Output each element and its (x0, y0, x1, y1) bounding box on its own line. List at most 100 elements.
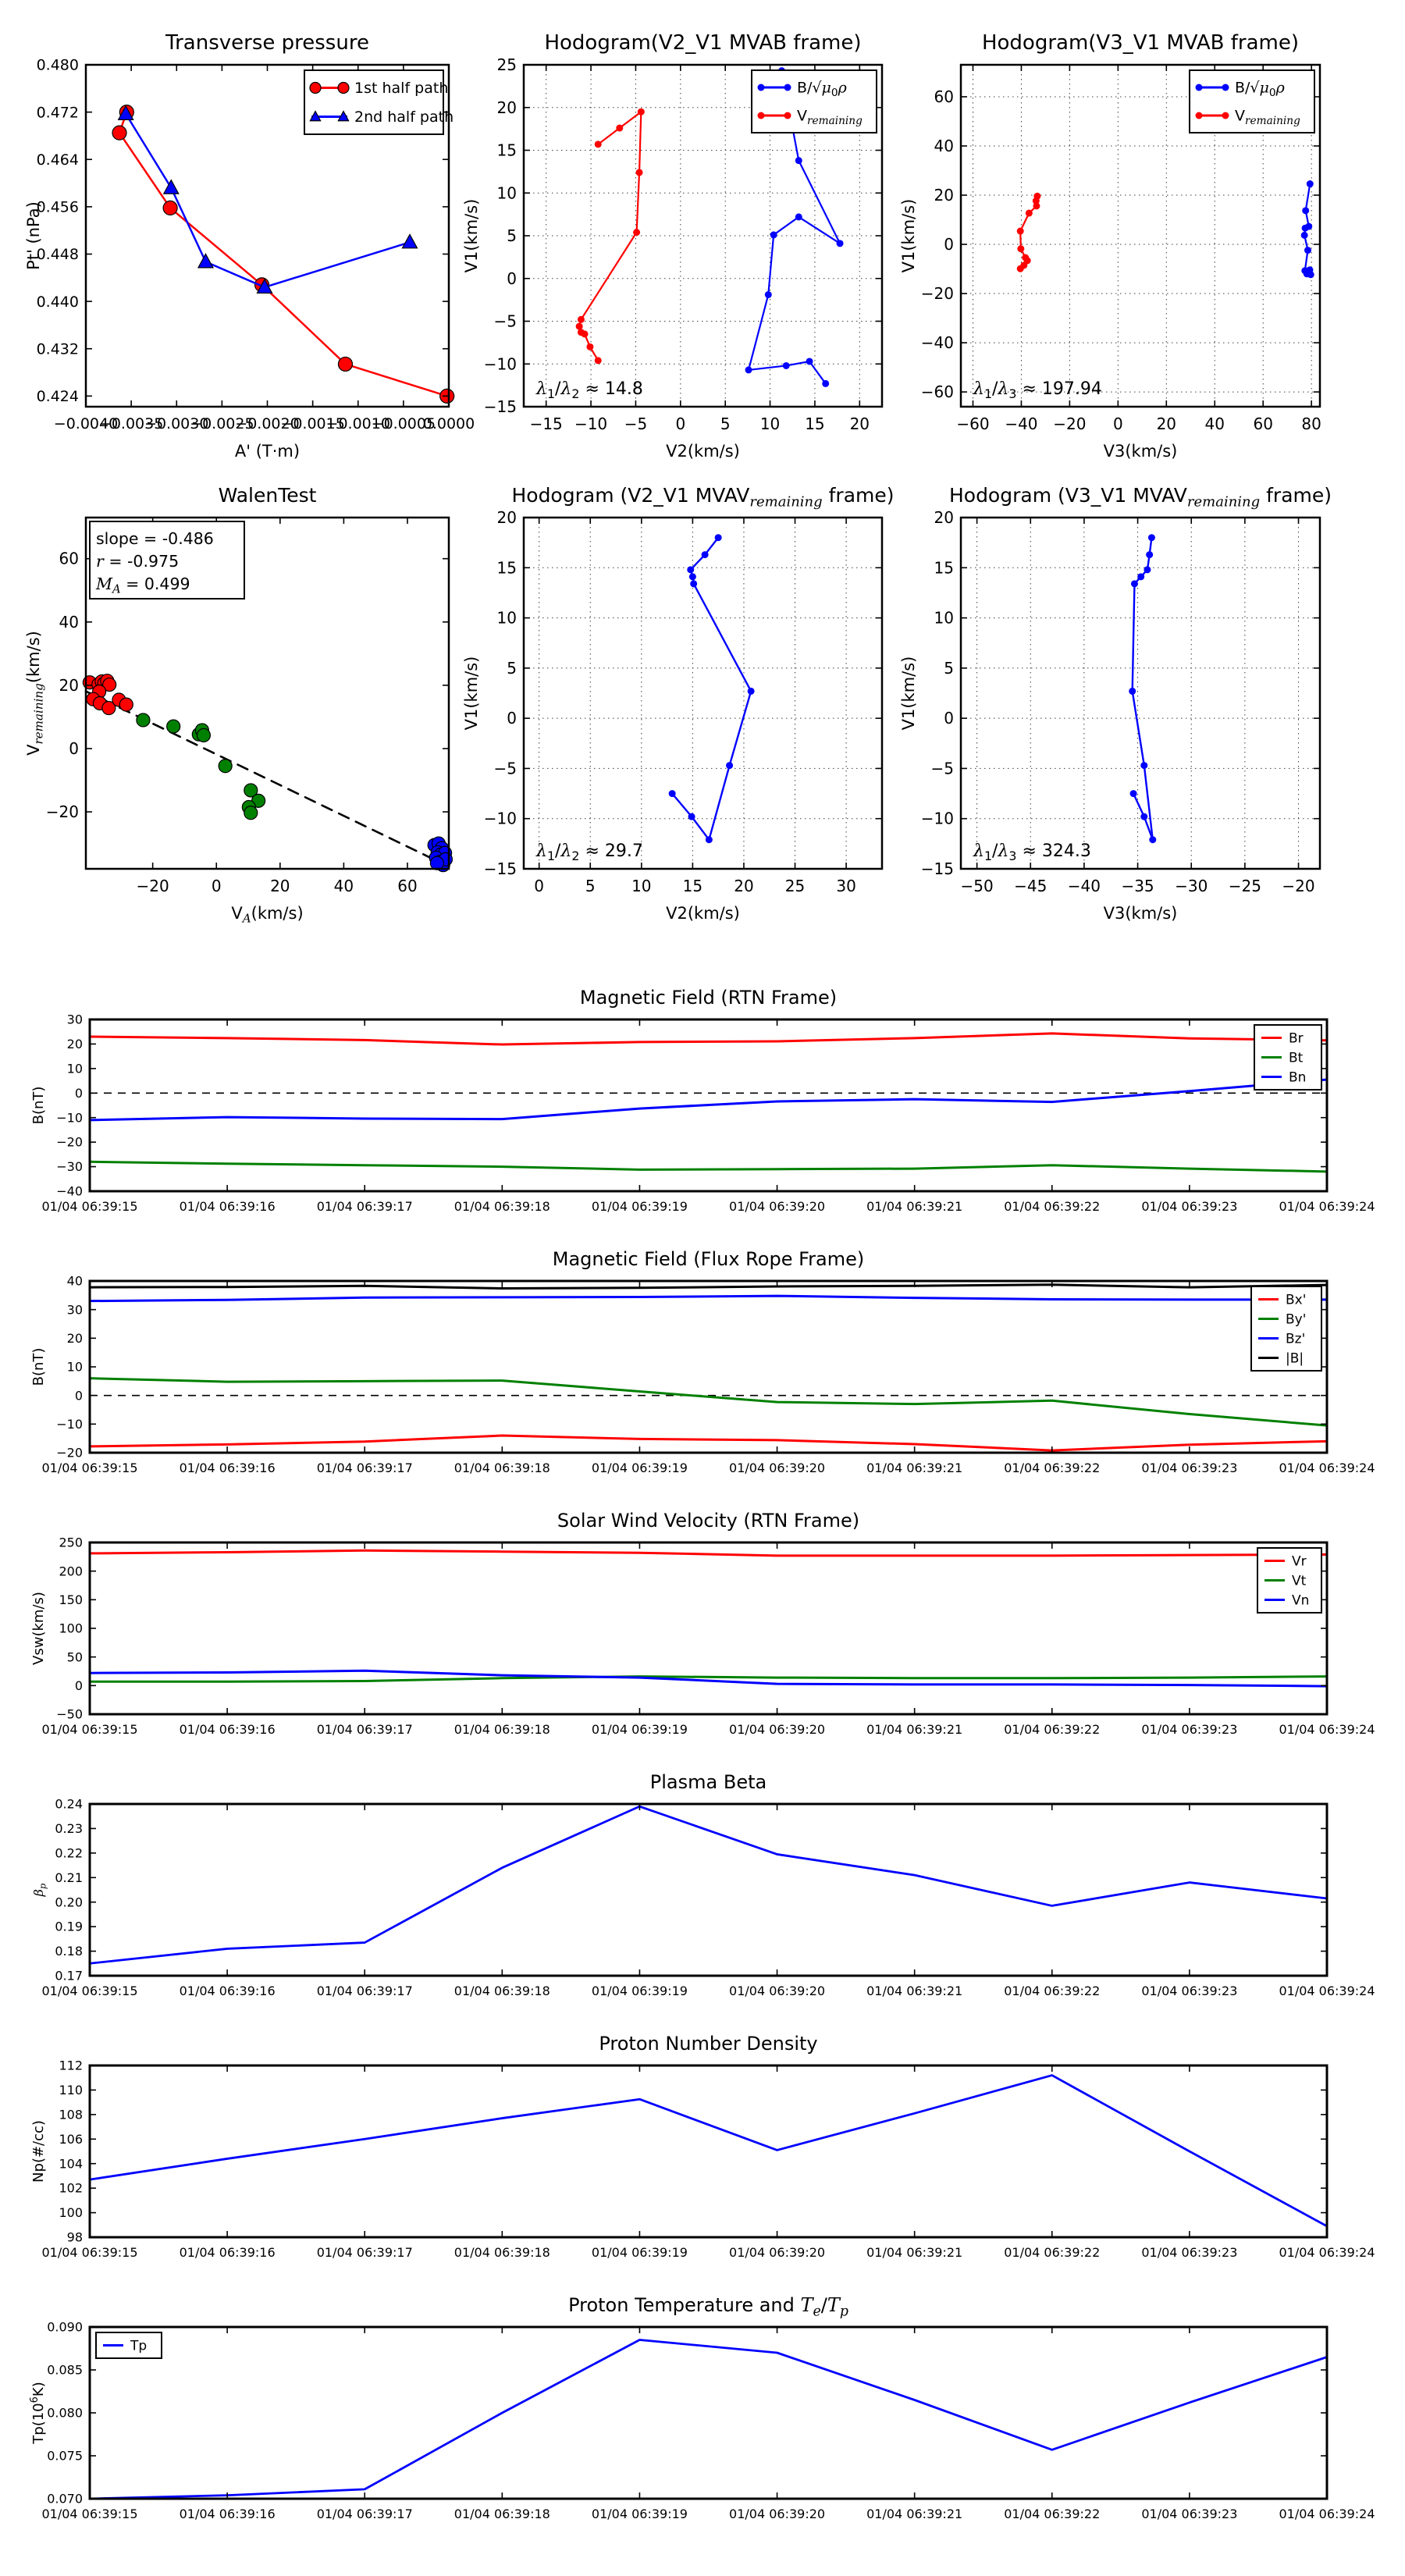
hodogram-v3v1-mvav-y-tick-label: 15 (934, 558, 954, 577)
walen-test-series-middle-interval-marker (244, 783, 258, 798)
plasma-beta-x-tick-label: 01/04 06:39:23 (1141, 1984, 1237, 1998)
proton-number-density-ylabel: Np(#/cc) (30, 2120, 47, 2183)
magnetic-field-rtn-x-tick-label: 01/04 06:39:21 (866, 1199, 962, 1214)
magnetic-field-flux-rope-series-bx-prime-line (88, 1434, 1329, 1452)
transverse-pressure-y-tick-label: 0.424 (37, 388, 79, 405)
hodogram-v2v1-mvab-x-tick-label: 10 (760, 415, 780, 433)
proton-number-density-y-tick-label: 104 (59, 2156, 83, 2171)
hodogram-v3v1-mvav-y-tick-label: −5 (931, 759, 954, 777)
transverse-pressure-legend-label-first-half-path: 1st half path (354, 80, 448, 97)
walen-test-series-first-interval (82, 674, 133, 716)
solar-wind-velocity-rtn-frame (88, 1541, 1329, 1716)
solar-wind-velocity-rtn-y-tick-label: 100 (59, 1621, 83, 1636)
solar-wind-velocity-rtn-legend-label-vn: Vn (1292, 1592, 1309, 1608)
solar-wind-velocity-rtn-x-tick-label: 01/04 06:39:19 (592, 1722, 688, 1737)
transverse-pressure-y-tick-label: 0.448 (37, 246, 79, 263)
hodogram-v3v1-mvab-legend-box (1189, 69, 1315, 133)
solar-wind-velocity-rtn-series-vt-line (88, 1675, 1329, 1683)
hodogram-v3v1-mvab-x-tick-label: 80 (1301, 415, 1321, 433)
hodogram-v2v1-mvab-series-b-alfven-line (747, 69, 841, 385)
hodogram-v2v1-mvab-series-v-remaining-marker (594, 141, 602, 148)
hodogram-v2v1-mvab-series-v-remaining-marker (594, 357, 602, 365)
hodogram-v2v1-mvab-series-v-remaining-marker (616, 124, 624, 132)
hodogram-v2v1-mvab-legend-marker-b-alfven (757, 84, 765, 91)
walen-test-annotation-0: slope = -0.486 r = -0.975 MA = 0.499 (89, 521, 245, 600)
proton-number-density-x-tick-label: 01/04 06:39:20 (729, 2245, 825, 2260)
magnetic-field-rtn-x-tick-label: 01/04 06:39:24 (1279, 1199, 1375, 1214)
plasma-beta-y-tick-label: 0.21 (55, 1870, 83, 1885)
plasma-beta-x-tick-label: 01/04 06:39:19 (592, 1984, 688, 1998)
transverse-pressure-series-second-half-path-marker (117, 105, 134, 120)
hodogram-v2v1-mvav-series-v-remaining-frame-marker (668, 790, 676, 798)
walen-test-series-middle-interval-marker (196, 728, 212, 743)
hodogram-v3v1-mvab-series-b-alfven-marker (1307, 271, 1314, 279)
hodogram-v2v1-mvab-legend-marker-b-alfven (784, 84, 791, 91)
solar-wind-velocity-rtn-x-tick-label: 01/04 06:39:15 (41, 1722, 137, 1737)
hodogram-v2v1-mvav-annotation-text: λ1/λ2 ≈ 29.7 (535, 841, 643, 863)
hodogram-v2v1-mvab-y-tick-label: 5 (507, 226, 517, 245)
proton-temperature-x-tick-label: 01/04 06:39:19 (592, 2507, 688, 2521)
proton-number-density-y-tick-label: 98 (67, 2230, 83, 2245)
proton-number-density-title: Proton Number Density (599, 2033, 817, 2055)
hodogram-v3v1-mvab-y-tick-label: 60 (934, 87, 954, 106)
plasma-beta-x-tick-label: 01/04 06:39:20 (729, 1984, 825, 1998)
plasma-beta-y-tick-label: 0.20 (55, 1895, 83, 1909)
hodogram-v2v1-mvab-series-b-alfven-marker (806, 358, 813, 365)
transverse-pressure-legend-marker-second-half-path (309, 110, 322, 122)
solar-wind-velocity-rtn-series-vt (88, 1675, 1329, 1683)
magnetic-field-flux-rope: 01/04 06:39:15 01/04 06:39:16 01/04 06:39:… (30, 1248, 1375, 1475)
plasma-beta-y-tick-label: 0.17 (55, 1969, 83, 1984)
magnetic-field-rtn-series-br-line (88, 1032, 1329, 1046)
hodogram-v3v1-mvav-x-tick-label: −30 (1175, 877, 1208, 895)
proton-temperature-title: Proton Temperature and Te/Tp (568, 2294, 848, 2319)
transverse-pressure-legend-marker-first-half-path (309, 81, 322, 94)
hodogram-v2v1-mvab-x-tick-label: −5 (624, 415, 647, 433)
hodogram-v3v1-mvav-series-v-remaining-frame-marker (1130, 580, 1138, 588)
transverse-pressure-x-tick-label: −0.0015 (280, 415, 344, 432)
proton-temperature-y-tick-label: 0.070 (47, 2492, 83, 2507)
solar-wind-velocity-rtn-legend: Vr Vt Vn (1257, 1547, 1322, 1614)
walen-test-annotation-line: slope = -0.486 (96, 529, 214, 548)
hodogram-v3v1-mvav-series-v-remaining-frame-marker (1129, 790, 1137, 798)
walen-test-y-tick-label: 20 (59, 676, 79, 695)
hodogram-v3v1-mvab-series-v-remaining-marker (1033, 202, 1040, 210)
hodogram-v3v1-mvav-annotation-0: λ1/λ3 ≈ 324.3 (973, 841, 1091, 863)
hodogram-v3v1-mvab-y-tick-label: 20 (934, 186, 954, 205)
hodogram-v2v1-mvav-x-tick-label: 0 (534, 877, 544, 895)
magnetic-field-flux-rope-series-bz-prime (88, 1294, 1329, 1303)
hodogram-v2v1-mvav-x-tick-label: 25 (785, 877, 805, 895)
magnetic-field-flux-rope-title: Magnetic Field (Flux Rope Frame) (553, 1248, 864, 1270)
hodogram-v3v1-mvav-ylabel: V1(km/s) (899, 656, 918, 731)
hodogram-v3v1-mvab-title: Hodogram(V3_V1 MVAB frame) (982, 31, 1299, 55)
magnetic-field-rtn-legend: Br Bt Bn (1254, 1024, 1322, 1091)
hodogram-v3v1-mvav-series-v-remaining-frame-marker (1129, 687, 1136, 695)
hodogram-v3v1-mvav-series-v-remaining-frame-marker (1146, 551, 1154, 559)
hodogram-v2v1-mvab-x-tick-label: 20 (850, 415, 870, 433)
solar-wind-velocity-rtn-series-vn-line (88, 1669, 1329, 1688)
transverse-pressure-x-tick-label: −0.0025 (190, 415, 254, 432)
transverse-pressure-series-second-half-path-marker (256, 278, 273, 294)
walen-test-y-tick-label: 40 (59, 613, 79, 632)
hodogram-v2v1-mvav-x-tick-label: 15 (683, 877, 702, 895)
solar-wind-velocity-rtn-y-tick-label: 0 (75, 1678, 83, 1693)
walen-test-series-last-interval (427, 836, 454, 873)
magnetic-field-rtn-series-bn-line (88, 1078, 1329, 1122)
magnetic-field-flux-rope-series-b-mag (88, 1283, 1329, 1290)
hodogram-v3v1-mvab-series-v-remaining-marker (1016, 265, 1024, 272)
hodogram-v2v1-mvav-annotation-0: λ1/λ2 ≈ 29.7 (535, 841, 643, 863)
magnetic-field-flux-rope-series-b-mag-line (88, 1283, 1329, 1290)
hodogram-v3v1-mvav-annotation-text: λ1/λ3 ≈ 324.3 (973, 841, 1091, 863)
proton-temperature-legend: Tp (95, 2332, 162, 2359)
hodogram-v2v1-mvav-series-v-remaining-frame-marker (726, 762, 734, 770)
walen-test-annotation-line: MA = 0.499 (95, 575, 190, 596)
hodogram-v2v1-mvab-series-v-remaining-marker (633, 229, 641, 237)
hodogram-v2v1-mvab-legend-marker-v-remaining (757, 112, 765, 119)
walen-test-frame (84, 516, 450, 870)
magnetic-field-flux-rope-y-tick-label: 40 (67, 1274, 83, 1289)
transverse-pressure-title: Transverse pressure (165, 31, 369, 55)
plasma-beta-y-tick-label: 0.18 (55, 1944, 83, 1959)
magnetic-field-flux-rope-x-tick-label: 01/04 06:39:15 (41, 1461, 137, 1475)
hodogram-v2v1-mvab-y-tick-label: 25 (497, 55, 517, 74)
hodogram-v3v1-mvab-series-b-alfven-marker (1301, 224, 1309, 232)
hodogram-v3v1-mvab-series-b-alfven (1300, 180, 1314, 279)
